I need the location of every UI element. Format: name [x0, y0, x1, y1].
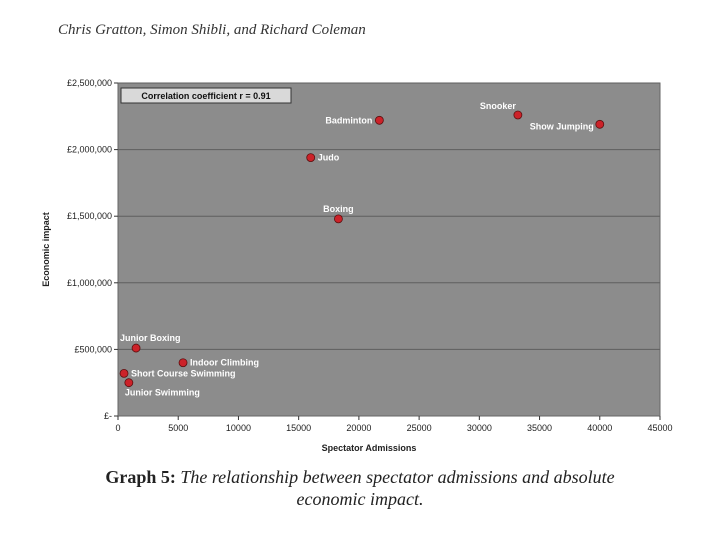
y-tick-label: £1,000,000 [67, 278, 112, 288]
y-tick-label: £2,000,000 [67, 145, 112, 155]
authors-header: Chris Gratton, Simon Shibli, and Richard… [58, 22, 366, 38]
point-label: Show Jumping [530, 121, 594, 131]
x-tick-label: 25000 [407, 423, 432, 433]
x-tick-label: 30000 [467, 423, 492, 433]
correlation-annotation: Correlation coefficient r = 0.91 [120, 87, 292, 104]
data-point [306, 153, 316, 162]
x-tick-label: 0 [115, 423, 120, 433]
y-tick-label: £2,500,000 [67, 78, 112, 88]
plot-area [117, 82, 661, 417]
y-tick-label: £- [104, 411, 112, 421]
data-point [178, 358, 188, 368]
caption-line-1: The relationship between spectator admis… [180, 467, 615, 487]
scatter-chart: £- £500,000 £1,000,000 £1,500,000 £2,000,000… [41, 78, 673, 453]
correlation-text: Correlation coefficient r = 0.91 [141, 91, 270, 101]
y-axis: £- £500,000 £1,000,000 £1,500,000 £2,000,000… [67, 78, 118, 421]
data-point [334, 214, 343, 224]
x-tick-label: 40000 [587, 423, 612, 433]
point-label: Indoor Climbing [190, 358, 259, 368]
point-label: Boxing [323, 204, 354, 214]
grid-lines [118, 82, 660, 350]
point-label: Snooker [480, 101, 517, 111]
data-point [119, 368, 129, 378]
point-label: Junior Boxing [120, 333, 181, 343]
figure-caption: Graph 5: The relationship between specta… [0, 466, 720, 510]
data-points: Badminton Snooker Show Jumping Judo Boxing Ju… [119, 101, 605, 398]
caption-line-2: economic impact. [296, 489, 424, 509]
x-tick-label: 10000 [226, 423, 251, 433]
point-label: Badminton [325, 115, 372, 125]
caption-lead: Graph 5: [105, 467, 176, 487]
data-point [595, 119, 605, 129]
data-point [374, 115, 384, 125]
correlation-box [120, 87, 292, 104]
point-label: Junior Swimming [125, 388, 200, 398]
x-tick-label: 20000 [346, 423, 371, 433]
y-axis-title: Economic impact [41, 212, 51, 287]
x-tick-label: 5000 [168, 423, 188, 433]
data-point [131, 343, 141, 353]
point-label: Short Course Swimming [131, 368, 236, 378]
x-axis: 0 5000 10000 15000 20000 25000 30000 35000 40000… [115, 416, 673, 433]
data-point [513, 110, 523, 120]
x-tick-label: 35000 [527, 423, 552, 433]
x-axis-title: Spectator Admissions [322, 443, 417, 453]
data-point [124, 378, 134, 388]
y-tick-label: £500,000 [74, 344, 112, 354]
x-tick-label: 15000 [286, 423, 311, 433]
x-tick-label: 45000 [647, 423, 672, 433]
point-label: Judo [318, 153, 340, 163]
y-tick-label: £1,500,000 [67, 211, 112, 221]
